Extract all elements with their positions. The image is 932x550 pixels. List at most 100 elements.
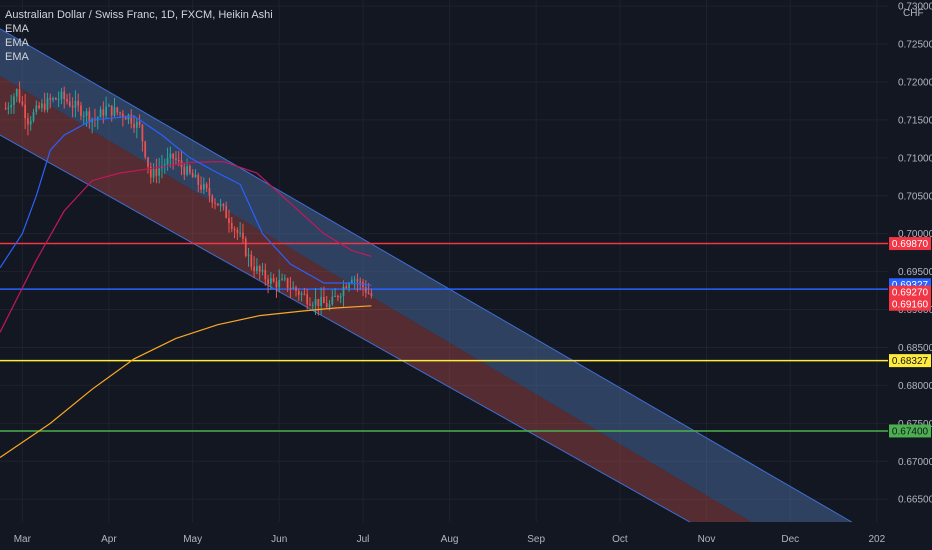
candle-body — [7, 107, 10, 109]
candle-body — [110, 105, 113, 116]
price-axis[interactable]: CHF — [888, 0, 932, 550]
candle-body — [41, 103, 43, 108]
horizontal-levels[interactable] — [0, 242, 888, 432]
ema-slow-line — [0, 305, 372, 458]
candle-body — [147, 157, 149, 167]
candle-body — [74, 100, 77, 108]
candle-body — [272, 278, 275, 282]
candle-body — [256, 266, 258, 272]
candle-body — [197, 174, 200, 185]
candle-body — [113, 107, 116, 116]
candle-body — [155, 169, 158, 176]
candle-body — [88, 111, 91, 123]
indicator-ema-1[interactable]: EMA — [5, 23, 29, 35]
candle-body — [52, 98, 54, 100]
candle-body — [191, 172, 194, 178]
candle-body — [29, 120, 32, 125]
candle-body — [177, 159, 180, 161]
candle-body — [267, 279, 269, 284]
x-tick-label: Apr — [101, 534, 117, 545]
candle-body — [303, 293, 306, 295]
candle-body — [286, 278, 289, 289]
candle-body — [225, 206, 228, 219]
candle-body — [166, 158, 169, 165]
candle-body — [309, 304, 311, 306]
candle-body — [247, 254, 250, 256]
y-tick-label: 0.71500 — [898, 115, 932, 126]
y-tick-label: 0.71000 — [898, 153, 932, 164]
candle-body — [205, 184, 208, 188]
y-tick-label: 0.69500 — [898, 267, 932, 278]
candle-body — [244, 238, 247, 256]
candle-body — [348, 283, 350, 288]
candle-body — [337, 295, 339, 298]
candle-body — [250, 254, 253, 267]
candle-body — [135, 121, 138, 128]
candle-body — [370, 293, 373, 296]
candle-body — [116, 107, 119, 113]
regression-channel[interactable] — [0, 28, 852, 523]
candle-body — [133, 123, 135, 128]
candle-body — [367, 292, 370, 294]
x-tick-label: 202 — [868, 534, 885, 545]
candle-body — [334, 295, 336, 297]
y-tick-label: 0.68500 — [898, 343, 932, 354]
candle-body — [105, 106, 107, 116]
x-tick-label: Jul — [357, 534, 370, 545]
candle-body — [202, 184, 205, 190]
candle-body — [152, 169, 155, 178]
y-tick-label: 0.72500 — [898, 40, 932, 51]
candle-body — [289, 288, 292, 290]
candle-body — [13, 96, 15, 105]
x-tick-label: Oct — [612, 534, 628, 545]
candle-body — [214, 202, 216, 204]
candle-body — [172, 153, 174, 159]
candle-body — [149, 166, 152, 178]
x-tick-label: Nov — [698, 534, 716, 545]
indicator-ema-3[interactable]: EMA — [5, 51, 29, 63]
candle-body — [186, 166, 188, 175]
indicator-ema-2[interactable]: EMA — [5, 37, 29, 49]
candle-body — [353, 279, 356, 281]
candle-body — [122, 113, 124, 118]
candle-body — [283, 278, 286, 280]
candle-body — [130, 114, 133, 124]
candle-body — [228, 218, 230, 224]
candle-body — [295, 287, 297, 292]
candle-body — [66, 99, 68, 102]
candle-body — [4, 108, 7, 110]
candle-body — [18, 89, 21, 102]
grid — [0, 0, 888, 522]
symbol-title[interactable]: Australian Dollar / Swiss Franc, 1D, FXC… — [5, 9, 273, 21]
candle-body — [32, 112, 35, 121]
candle-body — [175, 158, 177, 160]
y-tick-label: 0.70500 — [898, 191, 932, 202]
candle-body — [35, 105, 38, 113]
candle-body — [317, 298, 320, 307]
price-tag-label: 0.68327 — [892, 356, 929, 367]
candle-body — [169, 153, 172, 159]
price-tag — [889, 285, 931, 299]
candle-body — [63, 91, 66, 100]
candle-body — [46, 98, 49, 110]
candle-body — [314, 298, 317, 306]
ema-mid-line — [0, 160, 372, 333]
ema-lines — [0, 115, 372, 458]
candle-body — [102, 109, 105, 116]
candle-body — [211, 195, 214, 203]
candle-body — [342, 286, 345, 296]
candle-body — [10, 104, 13, 108]
candle-body — [71, 106, 74, 108]
candle-body — [21, 101, 24, 105]
y-tick-label: 0.70000 — [898, 229, 932, 240]
candle-body — [264, 269, 267, 280]
price-tag — [889, 237, 931, 251]
price-axis-background — [888, 0, 932, 550]
candle-body — [77, 100, 80, 106]
candle-body — [183, 167, 186, 175]
chart-legend: Australian Dollar / Swiss Franc, 1D, FXC… — [5, 8, 273, 64]
candle-body — [258, 266, 261, 272]
candle-body — [60, 91, 63, 100]
candle-body — [38, 105, 40, 108]
